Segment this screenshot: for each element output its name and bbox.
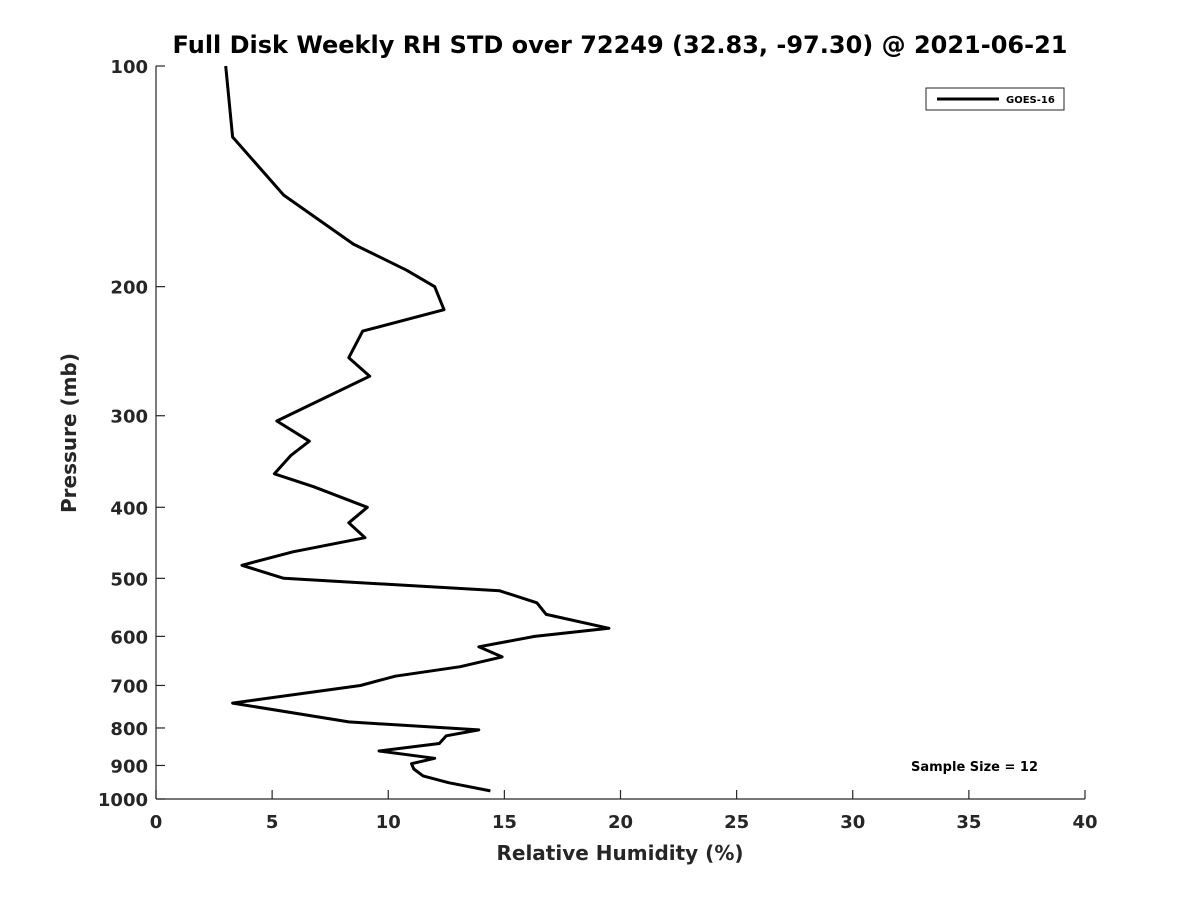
y-tick-label: 400 — [110, 498, 148, 519]
x-tick-label: 15 — [492, 812, 517, 833]
series-layer — [224, 65, 611, 793]
y-tick-label: 500 — [110, 569, 148, 590]
chart-title: Full Disk Weekly RH STD over 72249 (32.8… — [173, 31, 1068, 59]
x-tick-label: 30 — [840, 812, 865, 833]
x-tick-label: 0 — [150, 812, 163, 833]
y-tick-label: 200 — [110, 278, 148, 299]
legend-label-goes-16: GOES-16 — [1006, 95, 1055, 106]
y-axis-label: Pressure (mb) — [57, 353, 81, 513]
y-tick-label: 300 — [110, 407, 148, 428]
x-tick-label: 35 — [956, 812, 981, 833]
y-tick-label: 800 — [110, 719, 148, 740]
x-tick-label: 40 — [1072, 812, 1097, 833]
sample-size-annotation: Sample Size = 12 — [911, 760, 1038, 775]
x-tick-label: 25 — [724, 812, 749, 833]
y-tick-label: 900 — [110, 756, 148, 777]
y-tick-label: 600 — [110, 627, 148, 648]
y-tick-label: 1000 — [98, 790, 148, 811]
x-axis-label: Relative Humidity (%) — [496, 841, 743, 865]
x-ticks: 0 5 10 15 20 25 30 35 40 — [150, 790, 1098, 833]
legend: GOES-16 — [925, 87, 1065, 111]
x-tick-label: 20 — [608, 812, 633, 833]
series-line-goes-16 — [224, 65, 611, 793]
y-tick-label: 100 — [110, 57, 148, 78]
y-tick-label: 700 — [110, 676, 148, 697]
y-ticks: 100 200 300 400 500 600 700 800 900 1000 — [98, 57, 165, 811]
x-tick-label: 10 — [376, 812, 401, 833]
x-tick-label: 5 — [266, 812, 279, 833]
